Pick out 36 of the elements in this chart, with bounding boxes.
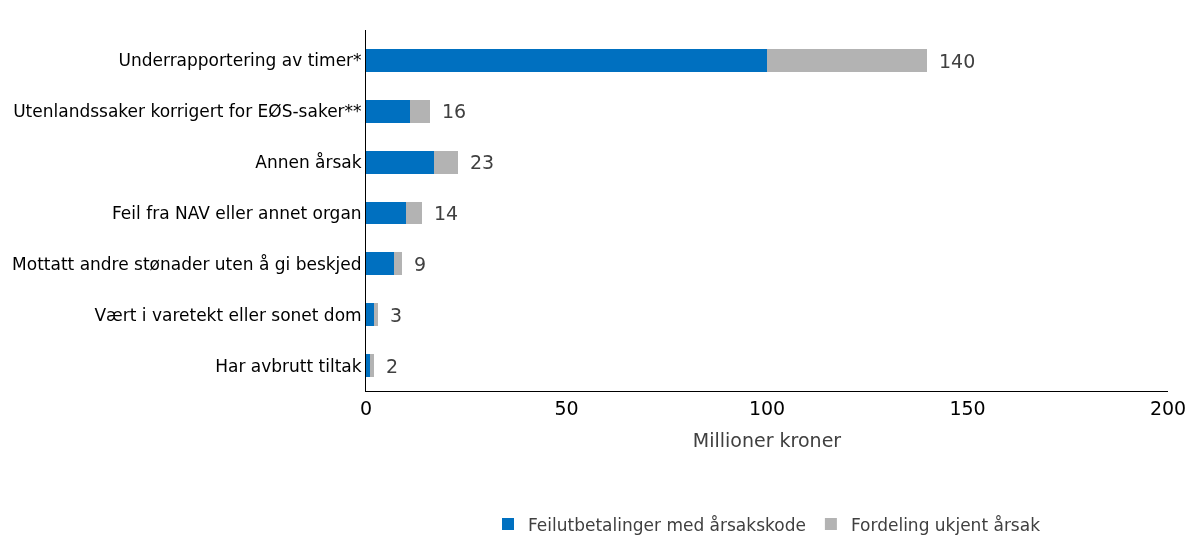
bar [394, 252, 403, 276]
x-tick-label: 150 [949, 396, 986, 419]
x-tick-label: 0 [359, 396, 373, 419]
total-label: 2 [386, 355, 399, 377]
x-tick-label: 100 [748, 396, 786, 419]
bar [370, 354, 375, 378]
bar [366, 99, 411, 123]
bar [434, 150, 459, 174]
total-label: 16 [442, 100, 467, 122]
bar [366, 252, 395, 276]
total-label: 9 [414, 253, 427, 275]
total-label: 3 [390, 304, 403, 326]
legend-label: Fordeling ukjent årsak [850, 514, 1041, 535]
bar [366, 150, 435, 174]
x-tick-label: 50 [554, 396, 579, 419]
y-tick-label: Feil fra NAV eller annet organ [112, 202, 362, 223]
total-label: 23 [470, 151, 495, 173]
bar [366, 201, 407, 225]
legend-label: Feilutbetalinger med årsakskode [528, 514, 806, 535]
bar [366, 49, 767, 72]
bar [374, 303, 379, 327]
y-tick-label: Utenlandssaker korrigert for EØS-saker** [13, 101, 362, 122]
y-tick-label: Vært i varetekt eller sonet dom [94, 304, 362, 325]
x-axis-title: Millioner kroner [692, 428, 842, 451]
x-tick-label: 200 [1149, 396, 1187, 419]
total-label: 140 [939, 50, 976, 72]
bar [366, 303, 375, 327]
total-label: 14 [434, 202, 459, 224]
bar [410, 99, 431, 123]
bar [767, 49, 928, 72]
bar [406, 201, 423, 225]
bar [366, 354, 371, 378]
y-tick-label: Annen årsak [255, 152, 362, 173]
y-tick-label: Underrapportering av timer* [118, 50, 362, 71]
y-tick-label: Mottatt andre stønader uten å gi beskjed [12, 253, 362, 274]
y-tick-label: Har avbrutt tiltak [215, 355, 362, 376]
